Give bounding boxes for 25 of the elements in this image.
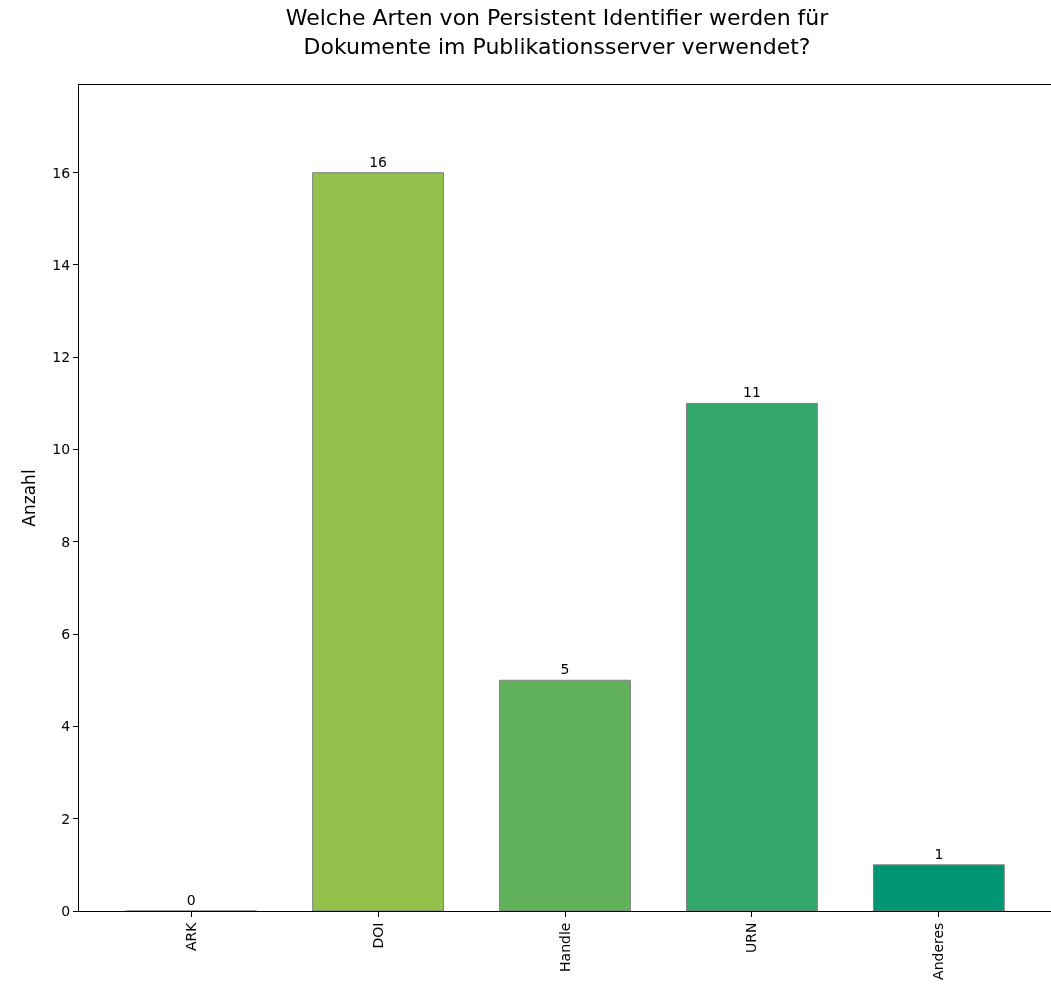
- bar: [312, 172, 444, 911]
- y-tick-label: 12: [52, 349, 71, 366]
- chart-title: Welche Arten von Persistent Identifier werden für Dokumente im Publikationsserver verwendet?: [285, 4, 830, 59]
- y-tick-label: 10: [52, 441, 71, 458]
- data-label: 16: [369, 153, 388, 170]
- y-tick-label: 4: [61, 718, 71, 735]
- data-label: 11: [743, 384, 761, 401]
- data-label: 1: [934, 845, 944, 862]
- y-tick-label: 8: [61, 533, 71, 550]
- bar: [872, 864, 1005, 911]
- y-axis-title: Anzahl: [19, 469, 39, 527]
- data-label: 5: [560, 661, 570, 678]
- x-tick-label: URN: [743, 922, 760, 954]
- y-tick-label: 16: [52, 164, 71, 181]
- y-tick-label: 2: [61, 810, 71, 827]
- x-tick-label: Handle: [556, 922, 573, 972]
- y-tick-label: 14: [52, 256, 71, 273]
- bar: [499, 679, 631, 911]
- x-tick-label: Anderes: [930, 922, 947, 980]
- bar: [686, 402, 818, 911]
- y-tick-label: 0: [61, 902, 71, 919]
- y-tick-label: 6: [61, 626, 71, 643]
- x-tick-label: DOI: [369, 922, 386, 949]
- data-label: 0: [186, 892, 196, 908]
- x-tick-label: ARK: [182, 921, 199, 952]
